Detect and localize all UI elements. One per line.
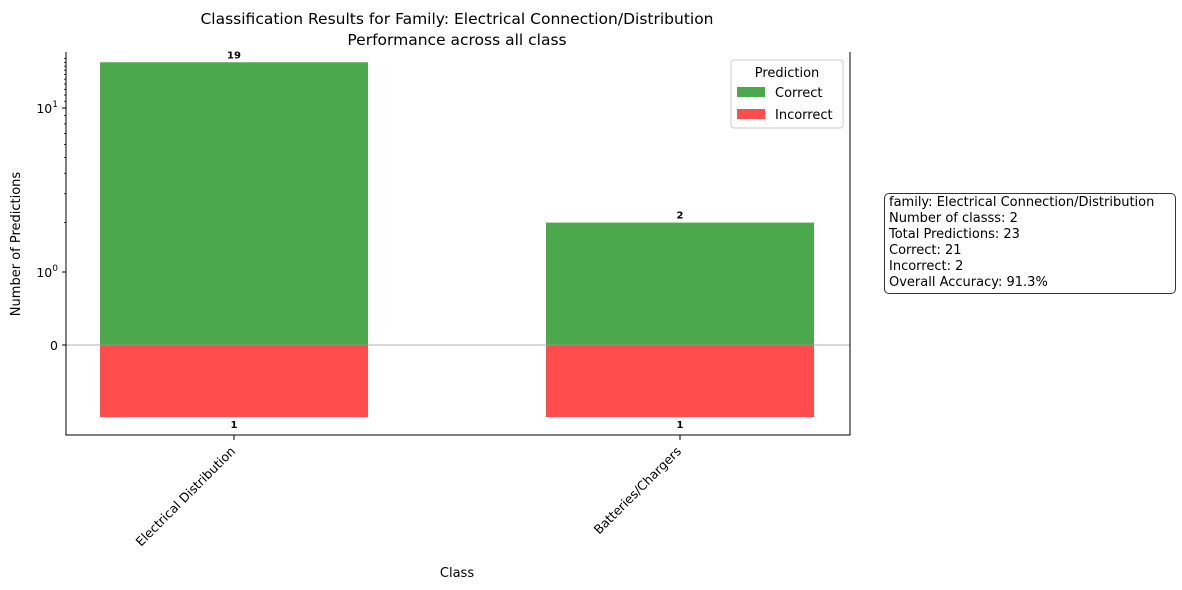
x-tick-label-1: Batteries/Chargers <box>591 444 685 538</box>
bar-incorrect-0 <box>100 345 368 417</box>
info-class-count: Number of classs: 2 <box>889 211 1018 226</box>
y-axis-label: Number of Predictions <box>9 172 24 317</box>
legend-label-incorrect: Incorrect <box>775 108 833 123</box>
summary-info-box: family: Electrical Connection/Distributi… <box>884 193 1176 294</box>
chart-title: Classification Results for Family: Elect… <box>200 10 713 28</box>
info-family: family: Electrical Connection/Distributi… <box>889 195 1155 210</box>
y-tick-label-0: 0 <box>50 338 58 353</box>
legend: Prediction Correct Incorrect <box>730 59 844 129</box>
plot-spines <box>65 52 851 436</box>
bar-correct-1 <box>546 222 814 345</box>
info-accuracy: Overall Accuracy: 91.3% <box>889 275 1048 290</box>
y-tick-label-2: 101 <box>36 100 58 116</box>
bars-layer: 19 1 2 1 <box>100 50 814 431</box>
x-axis-label: Class <box>440 566 474 581</box>
bar-incorrect-1 <box>546 345 814 417</box>
bar-label-incorrect-0: 1 <box>231 420 238 431</box>
x-tick-label-0: Electrical Distribution <box>133 444 239 550</box>
bar-correct-0 <box>100 62 368 345</box>
bar-label-correct-0: 19 <box>227 50 241 61</box>
chart-subtitle: Performance across all class <box>347 31 566 49</box>
legend-swatch-correct <box>737 87 765 97</box>
legend-label-correct: Correct <box>775 86 822 101</box>
bar-label-incorrect-1: 1 <box>677 420 684 431</box>
y-tick-label-1: 100 <box>36 264 58 280</box>
bar-label-correct-1: 2 <box>677 211 684 222</box>
legend-swatch-incorrect <box>737 109 765 119</box>
y-axis-ticks: 0 100 101 <box>36 58 66 353</box>
info-total-predictions: Total Predictions: 23 <box>889 227 1020 242</box>
info-incorrect: Incorrect: 2 <box>889 259 964 274</box>
x-axis-ticks: Electrical Distribution Batteries/Charger… <box>133 435 685 550</box>
legend-title: Prediction <box>755 66 820 81</box>
info-correct: Correct: 21 <box>889 243 962 258</box>
